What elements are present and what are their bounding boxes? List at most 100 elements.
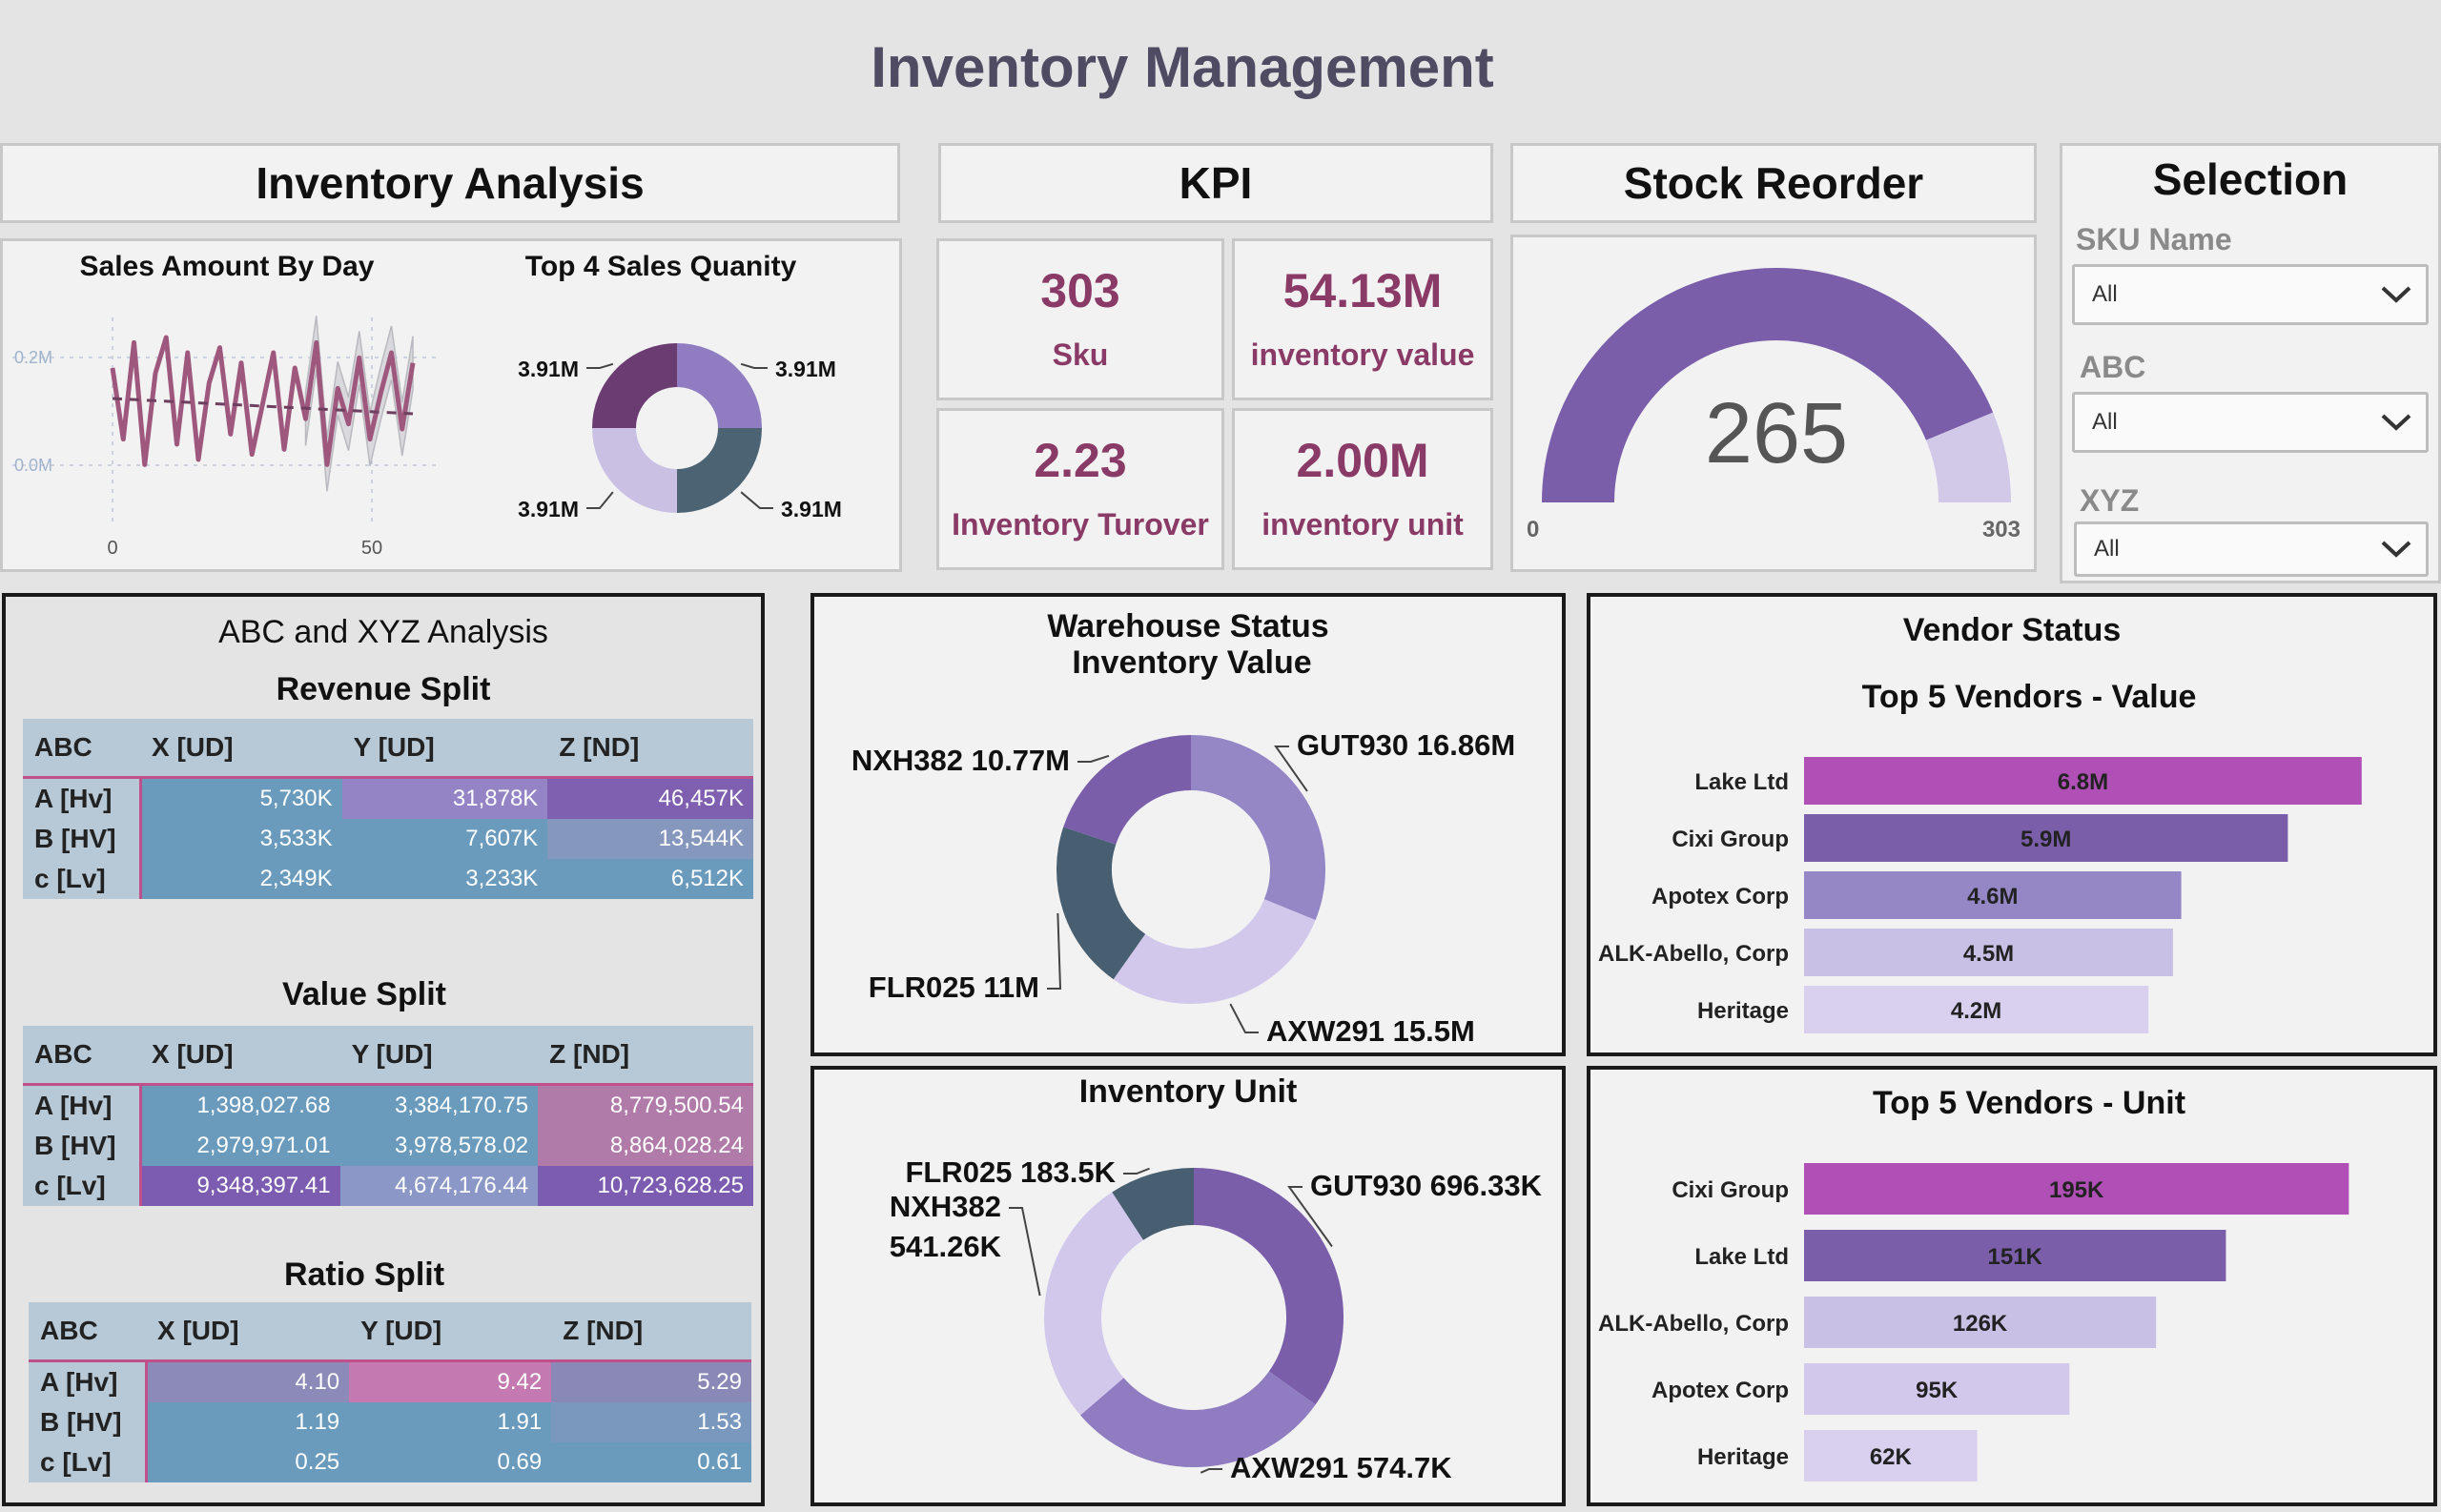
table-row: B [HV] 1.19 1.91 1.53 bbox=[29, 1402, 751, 1442]
unit-label: NXH382 bbox=[890, 1190, 1001, 1223]
unit-slice bbox=[1080, 1370, 1316, 1467]
vendor-value-panel: Vendor Status Top 5 Vendors - Value Lake… bbox=[1587, 593, 2437, 1056]
column-header: ABC bbox=[29, 1302, 146, 1362]
abc-dropdown[interactable]: All bbox=[2072, 392, 2429, 453]
table-cell: 1.91 bbox=[349, 1402, 552, 1442]
kpi-sku-label: Sku bbox=[1052, 337, 1109, 372]
vendor-unit-category-label: Heritage bbox=[1697, 1444, 1789, 1470]
vendor-value-bar bbox=[1804, 929, 2173, 976]
vendor-unit-title: Top 5 Vendors - Unit bbox=[1872, 1085, 2186, 1121]
unit-label: FLR025 183.5K bbox=[905, 1155, 1116, 1189]
vendor-value-bars: Lake Ltd 6.8M Cixi Group 5.9M Apotex Corp 4.6… bbox=[1598, 757, 2362, 1033]
chevron-down-icon bbox=[2381, 286, 2411, 303]
table-row: B [HV] 2,979,971.01 3,978,578.02 8,864,028.… bbox=[23, 1126, 753, 1166]
table-cell: 0.25 bbox=[146, 1442, 350, 1482]
vendor-value-bar bbox=[1804, 757, 2362, 805]
x-tick-label: 0 bbox=[107, 538, 117, 559]
warehouse-status-panel: Warehouse Status Inventory Value GUT930 … bbox=[810, 593, 1566, 1056]
table-row: c [Lv] 9,348,397.41 4,674,176.44 10,723,628… bbox=[23, 1166, 753, 1206]
xyz-dropdown-value: All bbox=[2094, 536, 2120, 562]
column-header: ABC bbox=[23, 1026, 140, 1086]
column-header: Y [UD] bbox=[349, 1302, 552, 1362]
column-header: X [UD] bbox=[140, 719, 342, 779]
table-cell: 3,978,578.02 bbox=[339, 1126, 539, 1166]
vendor-unit-panel: Top 5 Vendors - Unit Cixi Group 195K Lake … bbox=[1587, 1066, 2437, 1506]
sku-name-dropdown-value: All bbox=[2092, 281, 2118, 307]
kpi-turnover-label: Inventory Turover bbox=[952, 506, 1209, 541]
unit-slice bbox=[1112, 1168, 1196, 1241]
vendor-value-category-label: ALK-Abello, Corp bbox=[1598, 941, 1789, 967]
top-sales-label: 3.91M bbox=[518, 497, 579, 521]
top-sales-slice bbox=[592, 426, 679, 513]
table-cell: 0.61 bbox=[551, 1442, 751, 1482]
row-label: B [HV] bbox=[23, 819, 142, 859]
kpi-turnover-value: 2.23 bbox=[1034, 433, 1127, 487]
inventory-analysis-header: Inventory Analysis bbox=[0, 143, 900, 223]
top-sales-slice bbox=[675, 343, 762, 430]
vendor-unit-category-label: Apotex Corp bbox=[1651, 1378, 1789, 1403]
table-cell: 9,348,397.41 bbox=[140, 1166, 340, 1206]
unit-slice bbox=[1193, 1168, 1344, 1405]
xyz-dropdown[interactable]: All bbox=[2074, 521, 2429, 577]
row-label: A [Hv] bbox=[23, 1084, 142, 1126]
inventory-unit-title: Inventory Unit bbox=[1078, 1073, 1298, 1110]
kpi-inventory-value-value: 54.13M bbox=[1282, 263, 1443, 317]
vendor-unit-value-label: 95K bbox=[1916, 1378, 1959, 1403]
table-cell: 4.10 bbox=[146, 1360, 350, 1402]
vendor-unit-value-label: 151K bbox=[1988, 1244, 2043, 1270]
unit-leader bbox=[1009, 1207, 1041, 1297]
sales-by-day-title: Sales Amount By Day bbox=[79, 251, 375, 282]
column-header: Z [ND] bbox=[551, 1302, 751, 1362]
sales-line bbox=[110, 335, 416, 467]
inventory-unit-panel: Inventory Unit GUT930 696.33K AXW291 574.… bbox=[810, 1066, 1566, 1506]
vendor-unit-category-label: Cixi Group bbox=[1672, 1177, 1789, 1203]
warehouse-value-donut: GUT930 16.86M AXW291 15.5M FLR025 11M NXH38… bbox=[851, 728, 1515, 1048]
sku-name-dropdown[interactable]: All bbox=[2072, 264, 2429, 325]
y-tick-label: 0.0M bbox=[14, 456, 52, 475]
unit-label: 541.26K bbox=[890, 1230, 1002, 1263]
selection-title: Selection bbox=[2152, 154, 2349, 204]
vendor-value-category-label: Heritage bbox=[1697, 998, 1789, 1024]
warehouse-leader bbox=[1077, 754, 1110, 763]
vendor-value-category-label: Apotex Corp bbox=[1651, 884, 1789, 909]
gauge-max-label: 303 bbox=[1982, 517, 2020, 542]
abc-dropdown-value: All bbox=[2092, 409, 2118, 435]
top-sales-label: 3.91M bbox=[518, 357, 579, 381]
table-row: A [Hv] 5,730K 31,878K 46,457K bbox=[23, 777, 753, 819]
warehouse-leader bbox=[1274, 746, 1308, 792]
row-label: A [Hv] bbox=[23, 777, 142, 819]
vendor-value-value-label: 6.8M bbox=[2058, 769, 2108, 795]
vendor-value-category-label: Cixi Group bbox=[1672, 827, 1789, 852]
row-label: B [HV] bbox=[23, 1126, 142, 1166]
unit-leader bbox=[1123, 1167, 1150, 1175]
vendor-unit-bar bbox=[1804, 1230, 2226, 1281]
warehouse-leader bbox=[1229, 1003, 1259, 1033]
vendor-value-category-label: Lake Ltd bbox=[1694, 769, 1789, 795]
row-label: c [Lv] bbox=[23, 859, 142, 899]
vendor-unit-value-label: 126K bbox=[1953, 1311, 2008, 1337]
kpi-sku-value: 303 bbox=[1040, 263, 1120, 317]
column-header: X [UD] bbox=[146, 1302, 350, 1362]
table-header-row: ABC X [UD] Y [UD] Z [ND] bbox=[23, 1026, 753, 1086]
warehouse-slice bbox=[1056, 827, 1146, 980]
unit-leader bbox=[1287, 1186, 1333, 1248]
top-sales-leader bbox=[740, 362, 768, 369]
vendor-unit-bars: Cixi Group 195K Lake Ltd 151K ALK-Abello, Co… bbox=[1598, 1163, 2349, 1481]
selection-panel: Selection SKU Name All ABC All XYZ All bbox=[2060, 143, 2441, 583]
warehouse-slice bbox=[1063, 735, 1193, 846]
table-cell: 3,384,170.75 bbox=[339, 1084, 539, 1126]
table-cell: 2,979,971.01 bbox=[140, 1126, 340, 1166]
table-cell: 10,723,628.25 bbox=[538, 1166, 753, 1206]
table-row: B [HV] 3,533K 7,607K 13,544K bbox=[23, 819, 753, 859]
chevron-down-icon bbox=[2381, 541, 2411, 558]
column-header: Z [ND] bbox=[547, 719, 753, 779]
value-split-title: Value Split bbox=[282, 976, 446, 1012]
row-label: c [Lv] bbox=[29, 1442, 148, 1482]
top-sales-slice bbox=[592, 343, 679, 430]
warehouse-label: GUT930 16.86M bbox=[1297, 728, 1515, 762]
table-cell: 2,349K bbox=[140, 859, 342, 899]
table-cell: 7,607K bbox=[341, 819, 548, 859]
table-cell: 46,457K bbox=[547, 777, 753, 819]
unit-leader bbox=[1200, 1468, 1222, 1474]
top-sales-label: 3.91M bbox=[781, 497, 842, 521]
